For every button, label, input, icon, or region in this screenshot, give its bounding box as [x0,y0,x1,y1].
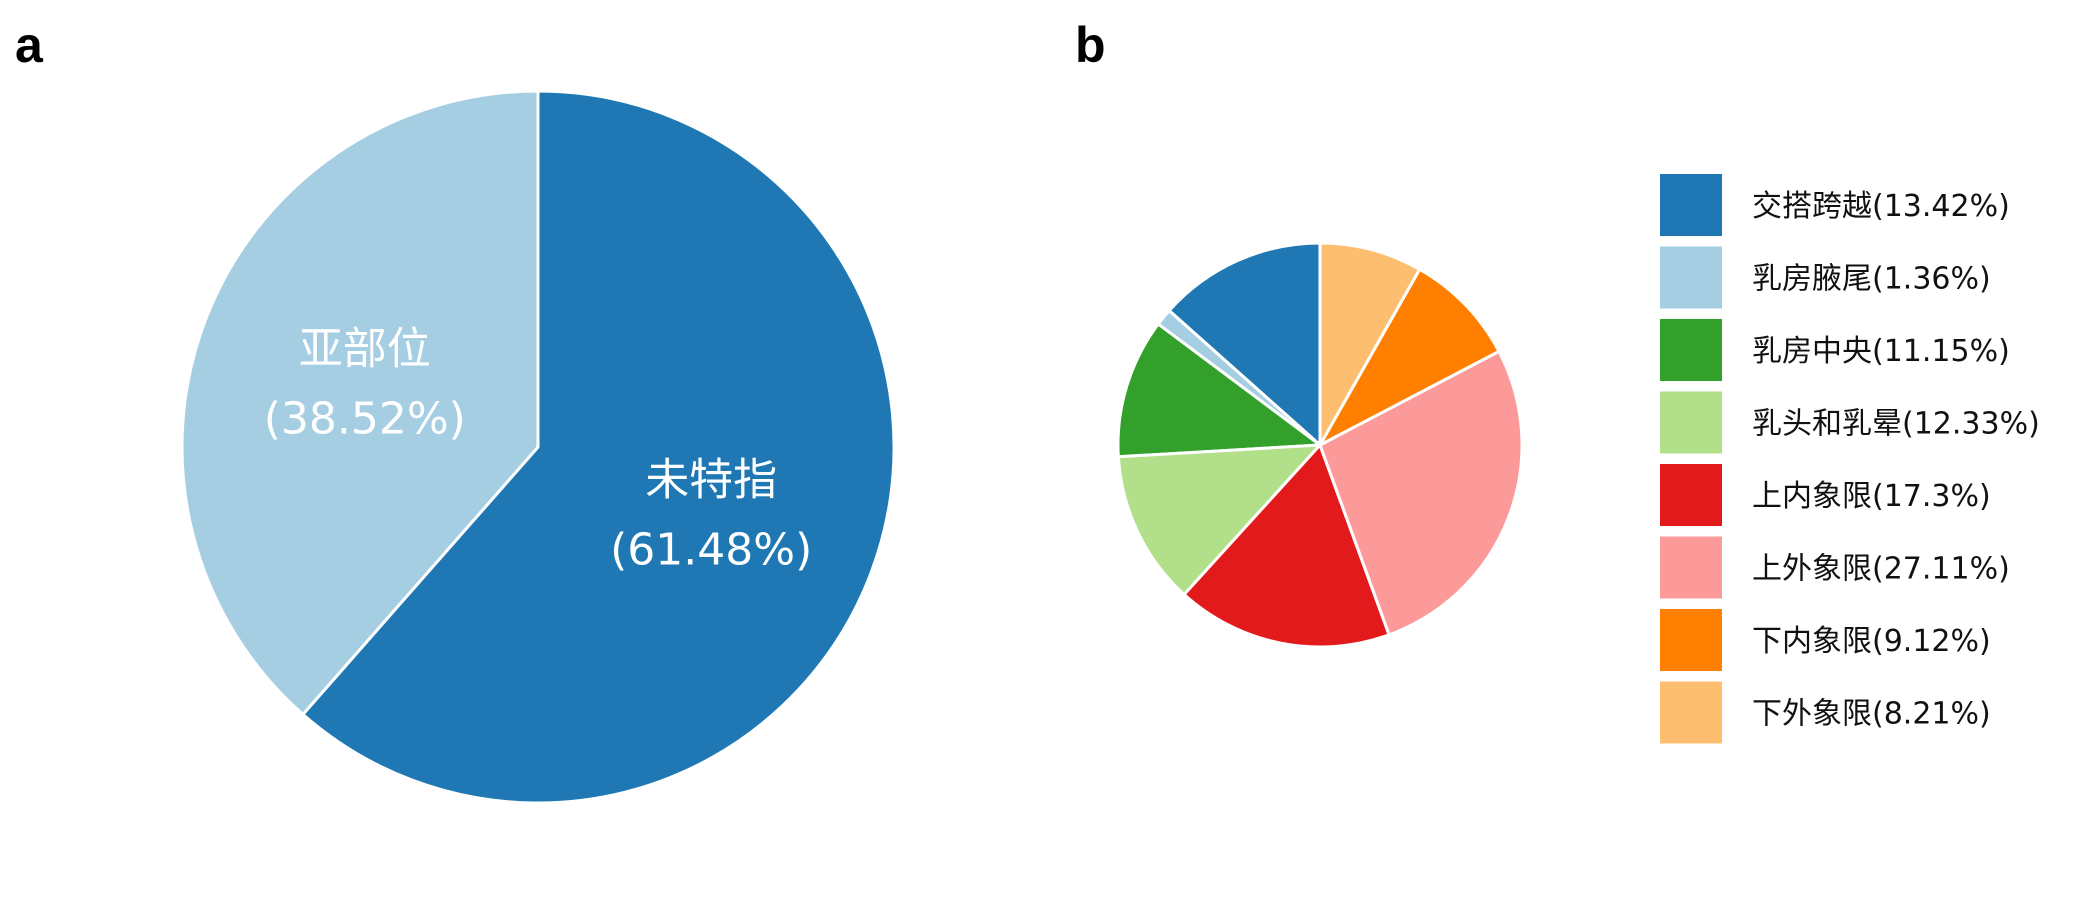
pie-a-slice-1 [180,89,540,716]
legend-b-swatch-4 [1660,464,1722,526]
legend-b-swatch-7 [1660,681,1722,744]
legend-b-label-6: 下内象限(9.12%) [1752,624,1991,659]
legend-b: 交搭跨越(13.42%) 乳房腋尾(1.36%) 乳房中央(11.15%) 乳头和乳晕… [1660,174,2040,744]
pie-b-slice-0 [1167,241,1322,447]
legend-b-swatch-1 [1660,246,1722,309]
panel-label-b: b [1075,17,1106,73]
pie-a-slice-percent-0: (61.48%) [610,524,812,575]
pie-b-slice-3 [1116,443,1322,596]
legend-b-label-5: 上外象限(27.11%) [1752,552,2010,587]
legend-b-label-4: 上内象限(17.3%) [1752,479,1991,514]
pie-a-slice-label-0: 未特指 [645,454,777,505]
pie-chart-a: 未特指 (61.48%) 亚部位 (38.52%) [180,89,896,805]
legend-b-swatch-6 [1660,609,1722,671]
legend-b-swatch-3 [1660,391,1722,454]
legend-b-label-7: 下外象限(8.21%) [1752,697,1991,732]
pie-b-slice-7 [1318,241,1422,447]
pie-b-slice-6 [1318,267,1501,447]
pie-chart-b [1116,241,1524,649]
legend-b-label-0: 交搭跨越(13.42%) [1752,189,2010,224]
legend-b-swatch-2 [1660,319,1722,381]
pie-b-slice-2 [1116,322,1322,459]
legend-b-swatch-5 [1660,536,1722,599]
legend-b-label-1: 乳房腋尾(1.36%) [1752,262,1991,297]
legend-b-label-2: 乳房中央(11.15%) [1752,334,2010,369]
pie-a-slice-percent-1: (38.52%) [264,394,466,445]
legend-b-swatch-0 [1660,174,1722,236]
pie-a-slice-0 [301,89,896,805]
pie-b-slice-5 [1318,349,1524,637]
panel-label-a: a [15,17,44,73]
pie-a-slice-label-1: 亚部位 [299,324,431,375]
legend-b-label-3: 乳头和乳晕(12.33%) [1752,407,2040,442]
